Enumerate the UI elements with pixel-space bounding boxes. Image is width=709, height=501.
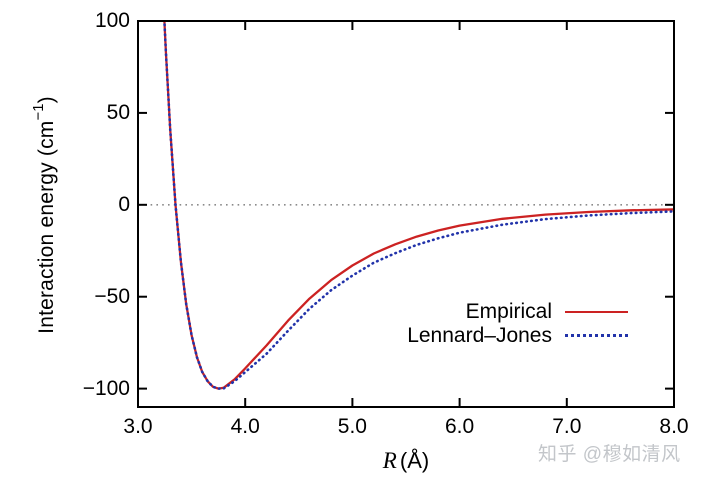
legend-row-empirical: Empirical	[378, 299, 628, 324]
x-axis-unit: (Å)	[399, 448, 430, 473]
legend-row-lennard-jones: Lennard–Jones	[378, 323, 628, 348]
y-tick-label: −100	[82, 376, 130, 400]
y-tick-label: 100	[94, 9, 130, 32]
x-tick-label: 4.0	[230, 415, 260, 438]
y-axis-title-superscript: −1	[30, 103, 47, 121]
x-tick-label: 8.0	[659, 415, 689, 438]
x-tick-label: 3.0	[123, 415, 153, 438]
x-axis-title: R (Å)	[383, 448, 429, 474]
watermark: 知乎 @穆如清风	[538, 444, 681, 465]
y-tick-label: −50	[94, 284, 130, 308]
y-tick-label: 0	[118, 192, 130, 216]
legend-label-empirical: Empirical	[465, 299, 552, 323]
empirical-line-sample	[565, 310, 628, 313]
x-tick-label: 5.0	[337, 415, 367, 438]
y-tick-label: 50	[106, 100, 130, 124]
lennard-jones-curve	[163, 22, 673, 390]
plot-frame	[137, 20, 675, 408]
x-axis-variable: R	[382, 448, 397, 473]
legend-label-lennard-jones: Lennard–Jones	[407, 323, 552, 347]
x-tick-label: 6.0	[444, 415, 475, 438]
lennard-jones-line-sample	[565, 334, 628, 337]
x-tick-label: 7.0	[552, 415, 582, 438]
